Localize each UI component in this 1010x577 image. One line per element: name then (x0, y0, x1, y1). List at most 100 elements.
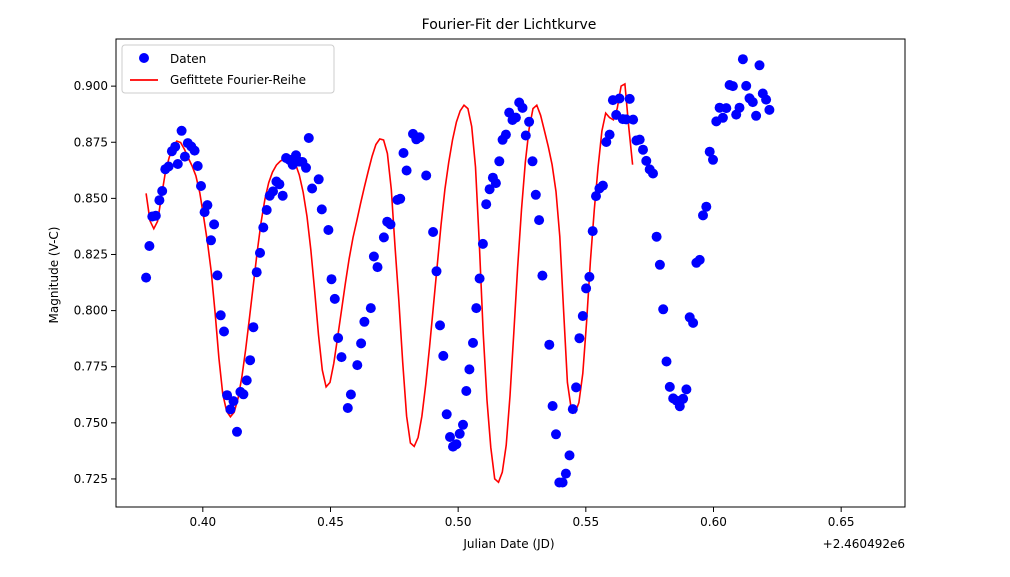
data-point (342, 403, 353, 413)
x-tick-label: 0.60 (700, 515, 727, 529)
legend-label-points: Daten (170, 52, 206, 66)
data-point (225, 404, 236, 415)
data-point (385, 219, 396, 230)
data-point (414, 132, 425, 143)
data-point (451, 439, 462, 450)
x-tick-label: 0.55 (572, 515, 599, 529)
data-point (323, 225, 334, 235)
chart-title: Fourier-Fit der Lichtkurve (422, 17, 597, 33)
data-point (219, 326, 229, 337)
data-point (727, 81, 738, 92)
data-point (577, 311, 588, 321)
data-point (587, 226, 598, 237)
data-point (202, 200, 213, 211)
y-axis-label: Magnitude (V-C) (47, 227, 61, 324)
legend: Daten Gefittete Fourier-Reihe (121, 44, 335, 94)
data-point (189, 145, 200, 156)
data-point (490, 178, 501, 189)
data-point (764, 104, 775, 115)
data-point (261, 205, 272, 215)
data-point (454, 428, 465, 439)
data-point (464, 364, 475, 375)
data-point (741, 80, 752, 91)
data-point (474, 273, 485, 284)
data-point (196, 181, 206, 191)
data-point (228, 396, 239, 407)
data-point (717, 112, 728, 123)
x-tick-label: 0.65 (828, 515, 855, 529)
data-point (681, 384, 692, 395)
data-point (557, 477, 568, 488)
data-point (721, 103, 732, 114)
data-point (537, 270, 548, 281)
data-point (365, 303, 376, 314)
x-tick-label: 0.45 (317, 515, 344, 529)
data-point (591, 191, 601, 202)
data-point (461, 386, 472, 396)
data-point (179, 151, 190, 162)
data-point (477, 238, 488, 249)
data-point (176, 125, 187, 136)
data-point (232, 426, 242, 437)
data-point (734, 102, 745, 113)
data-point (604, 129, 615, 140)
data-point (326, 274, 337, 285)
data-point (754, 60, 765, 71)
data-point (584, 271, 595, 282)
data-point (307, 183, 318, 194)
data-point (597, 180, 608, 191)
data-point (154, 195, 165, 206)
data-point (530, 189, 541, 200)
axes-frame (115, 38, 906, 508)
data-point (435, 320, 445, 331)
data-point (648, 168, 658, 179)
data-point (238, 389, 249, 400)
data-point (192, 161, 203, 171)
data-point (527, 156, 538, 167)
data-point (641, 155, 652, 166)
data-point (141, 272, 152, 283)
data-point (737, 54, 748, 65)
data-point (395, 193, 406, 204)
data-point (251, 267, 262, 278)
data-point (614, 93, 625, 104)
data-point (445, 432, 455, 442)
x-axis-label: Julian Date (JD) (462, 537, 554, 551)
data-point (258, 222, 269, 233)
data-point (431, 266, 442, 277)
data-point (547, 401, 558, 411)
plot-area (141, 54, 775, 488)
data-point (638, 144, 648, 155)
data-point (150, 210, 161, 221)
data-point (704, 146, 715, 157)
data-point (661, 356, 672, 367)
data-point (277, 190, 288, 201)
data-point (303, 133, 314, 143)
data-point (301, 162, 311, 173)
data-point (172, 159, 183, 169)
data-point (401, 165, 412, 176)
data-point (698, 210, 708, 221)
data-point (163, 161, 174, 172)
data-point (398, 148, 409, 158)
data-point (458, 419, 468, 430)
data-point (468, 337, 478, 348)
legend-box (121, 44, 335, 94)
legend-label-fit: Gefittete Fourier-Reihe (170, 73, 306, 87)
data-point (751, 110, 762, 121)
data-point (333, 333, 344, 343)
data-point (329, 293, 340, 304)
data-point (212, 270, 223, 281)
data-point (441, 409, 452, 420)
data-point (634, 134, 645, 145)
data-point (378, 232, 389, 243)
data-point (544, 339, 555, 350)
data-point (352, 360, 363, 371)
y-tick-label: 0.725 (74, 472, 108, 486)
data-point (654, 259, 665, 270)
data-point (551, 429, 561, 440)
data-point (524, 116, 535, 127)
x-tick-label: 0.40 (189, 515, 216, 529)
data-point (624, 93, 635, 104)
